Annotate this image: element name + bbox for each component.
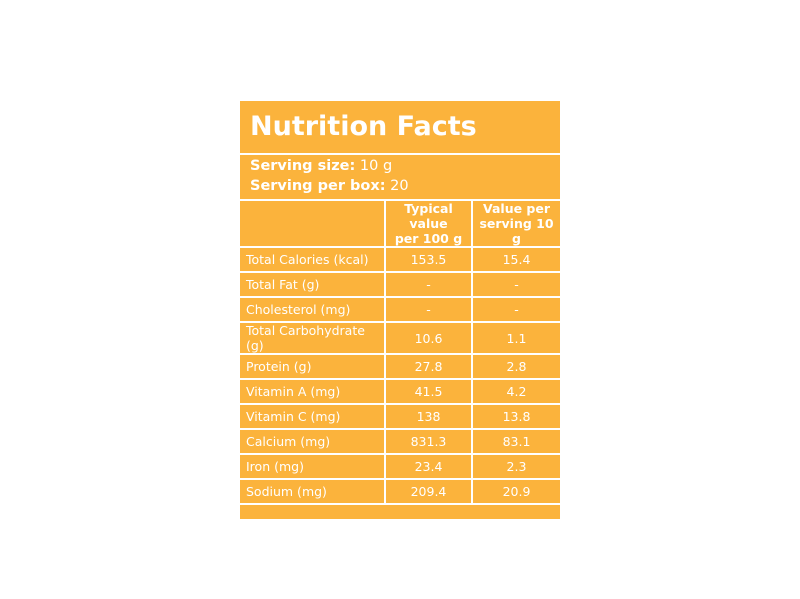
per-serving-value-cell: 2.3 [471,453,560,479]
table-row: Iron (mg) 23.4 2.3 [240,453,560,479]
header-per-serving: Value per serving 10 g [471,201,560,247]
per-serving-value-cell: 83.1 [471,428,560,454]
per-100g-value-cell: 10.6 [384,321,472,354]
header-per-100g-line2: per 100 g [394,231,463,246]
header-per-serving-line1: Value per [482,201,551,216]
nutrient-name-cell: Vitamin A (mg) [240,378,385,404]
per-100g-value-cell: - [384,271,472,297]
serving-size-label: Serving size: [250,158,356,174]
per-serving-value-cell: 2.8 [471,353,560,379]
nutrient-name-cell: Total Calories (kcal) [240,246,385,272]
per-serving-value-cell: 15.4 [471,246,560,272]
per-100g-value-cell: 153.5 [384,246,472,272]
per-serving-value-cell: 20.9 [471,478,560,505]
table-row: Cholesterol (mg) - - [240,296,560,322]
header-per-100g-line1: Typical value [404,201,453,231]
title-divider [240,153,560,155]
label-title: Nutrition Facts [250,111,477,142]
serving-per-box-value: 20 [390,178,409,194]
per-serving-value-cell: 4.2 [471,378,560,404]
table-row: Total Carbohydrate (g) 10.6 1.1 [240,321,560,354]
per-100g-value-cell: 23.4 [384,453,472,479]
table-row: Protein (g) 27.8 2.8 [240,353,560,379]
nutrient-name-cell: Calcium (mg) [240,428,385,454]
per-100g-value-cell: 831.3 [384,428,472,454]
table-row: Total Fat (g) - - [240,271,560,297]
nutrient-name-cell: Total Fat (g) [240,271,385,297]
table-row: Total Calories (kcal) 153.5 15.4 [240,246,560,272]
nutrient-name-cell: Iron (mg) [240,453,385,479]
table-header-row: Typical value per 100 g Value per servin… [240,201,560,247]
table-row: Sodium (mg) 209.4 20.9 [240,478,560,505]
header-nutrient-cell [240,201,385,247]
table-row: Calcium (mg) 831.3 83.1 [240,428,560,454]
per-100g-value-cell: - [384,296,472,322]
nutrient-name-cell: Sodium (mg) [240,478,385,505]
serving-size-value: 10 g [359,158,393,174]
nutrient-name-cell: Cholesterol (mg) [240,296,385,322]
serving-info: Serving size: 10 g Serving per box: 20 [250,156,550,196]
serving-divider [240,199,560,201]
header-per-100g: Typical value per 100 g [384,201,472,247]
per-100g-value-cell: 41.5 [384,378,472,404]
per-serving-value-cell: 13.8 [471,403,560,429]
nutrition-facts-label: Nutrition Facts Serving size: 10 g Servi… [240,101,560,519]
header-per-serving-line2: serving 10 g [479,216,554,246]
per-100g-value-cell: 138 [384,403,472,429]
table-row: Vitamin C (mg) 138 13.8 [240,403,560,429]
nutrient-name-cell: Protein (g) [240,353,385,379]
serving-size-line: Serving size: 10 g [250,156,550,176]
serving-per-box-label: Serving per box: [250,178,386,194]
per-serving-value-cell: 1.1 [471,321,560,354]
per-100g-value-cell: 209.4 [384,478,472,505]
nutrient-name-cell: Total Carbohydrate (g) [240,321,385,354]
per-serving-value-cell: - [471,271,560,297]
nutrient-table: Typical value per 100 g Value per servin… [240,201,560,505]
nutrient-name-cell: Vitamin C (mg) [240,403,385,429]
per-serving-value-cell: - [471,296,560,322]
serving-per-box-line: Serving per box: 20 [250,176,550,196]
table-row: Vitamin A (mg) 41.5 4.2 [240,378,560,404]
per-100g-value-cell: 27.8 [384,353,472,379]
